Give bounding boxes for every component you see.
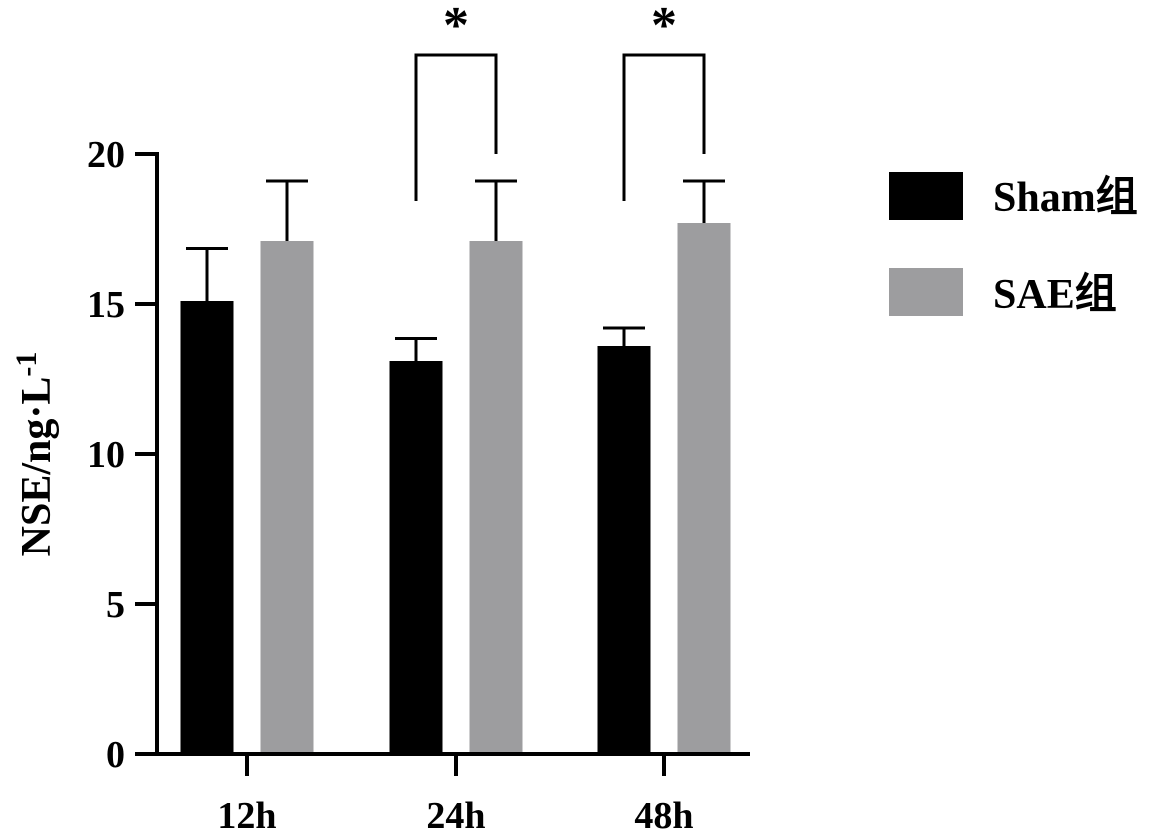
bar-sham-12h xyxy=(180,301,234,754)
significance-star-24h: * xyxy=(443,0,469,54)
significance-bracket-48h xyxy=(622,53,706,201)
x-tick-label-12h: 12h xyxy=(217,795,276,834)
legend-swatch-sham xyxy=(889,172,963,220)
bar-sham-48h xyxy=(597,346,651,754)
y-axis-title: NSE/ng·L-1 xyxy=(10,352,60,557)
legend-label-sham: Sham组 xyxy=(993,174,1138,221)
y-axis-title-base: NSE/ng·L xyxy=(14,377,60,557)
significance-star-48h: * xyxy=(651,0,677,54)
y-tick-label-10: 10 xyxy=(87,434,125,476)
y-tick-label-0: 0 xyxy=(106,734,125,776)
legend: Sham组 SAE组 xyxy=(889,172,1138,318)
bar-sham-24h xyxy=(389,361,443,754)
y-tick-label-5: 5 xyxy=(106,584,125,626)
significance-bracket-24h xyxy=(414,53,498,201)
x-tick-label-24h: 24h xyxy=(426,795,485,834)
y-tick-label-15: 15 xyxy=(87,284,125,326)
x-tick-label-48h: 48h xyxy=(634,795,693,834)
legend-swatch-sae xyxy=(889,268,963,316)
bar-sae-24h xyxy=(469,241,523,754)
y-tick-label-20: 20 xyxy=(87,134,125,176)
legend-label-sae: SAE组 xyxy=(993,271,1117,318)
plot-area: 0 5 10 15 20 12h 24h 48h * * xyxy=(87,0,750,834)
bar-sae-12h xyxy=(260,241,314,754)
bar-sae-48h xyxy=(677,223,731,754)
y-axis-title-superscript: -1 xyxy=(10,352,43,377)
